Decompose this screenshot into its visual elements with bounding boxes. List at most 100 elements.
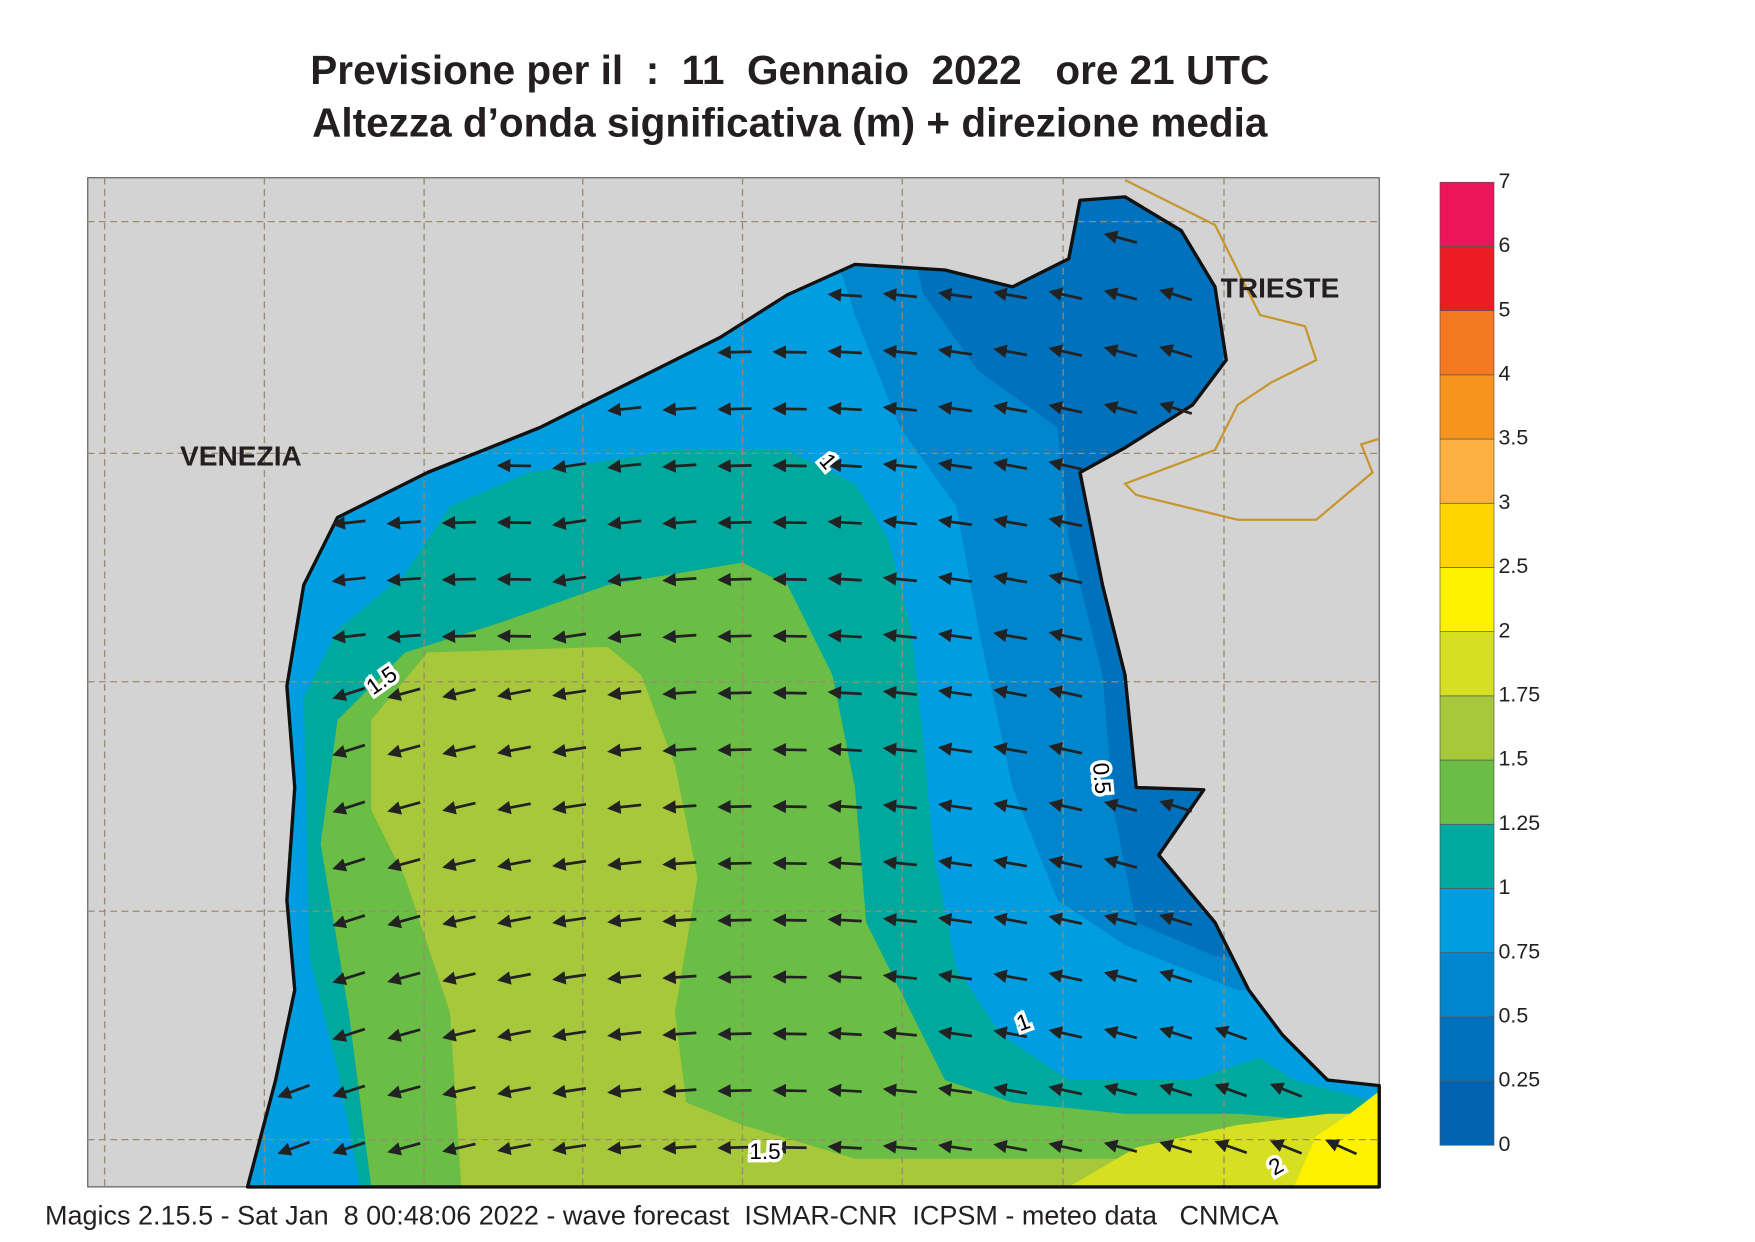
direction-arrow — [1269, 1082, 1303, 1098]
direction-arrow — [1159, 344, 1193, 359]
direction-arrow — [552, 459, 587, 474]
direction-arrow — [386, 572, 421, 587]
direction-arrow — [882, 1026, 917, 1041]
direction-arrow — [497, 744, 531, 758]
direction-arrow — [937, 401, 973, 415]
direction-arrow — [552, 573, 587, 587]
direction-arrow — [1103, 230, 1138, 244]
direction-arrow — [937, 458, 973, 472]
direction-arrow — [442, 1085, 476, 1099]
direction-arrow — [882, 742, 917, 757]
legend-swatch — [1439, 823, 1495, 889]
direction-arrow — [387, 971, 421, 985]
direction-arrow — [607, 402, 642, 417]
direction-arrow — [882, 856, 917, 870]
direction-arrow — [387, 914, 421, 929]
direction-arrow — [552, 914, 587, 928]
direction-arrow — [497, 1141, 531, 1156]
direction-arrow — [332, 800, 366, 815]
direction-arrow — [331, 630, 366, 644]
direction-arrow — [497, 914, 531, 928]
legend-swatch — [1439, 310, 1495, 376]
direction-arrow — [937, 1140, 973, 1154]
direction-arrow — [717, 515, 752, 530]
color-legend: 0 0.25 0.5 0.75 1 1.25 1.5 1.75 2 2.5 3 3.5 4 5 6 7 — [1439, 169, 1541, 1156]
direction-arrow — [442, 687, 476, 701]
direction-arrow — [1048, 287, 1083, 301]
title-line: Altezza d’onda significativa (m) + direz… — [312, 100, 1268, 146]
direction-arrow — [1159, 969, 1193, 983]
direction-arrow — [1048, 969, 1083, 983]
legend-label: 2.5 — [1499, 554, 1529, 578]
legend-label: 1.75 — [1499, 682, 1541, 706]
direction-arrow — [827, 1026, 862, 1041]
direction-arrow — [1103, 287, 1138, 301]
direction-arrow — [882, 913, 917, 927]
direction-arrow — [717, 629, 752, 644]
direction-arrow — [1048, 344, 1083, 358]
direction-arrow — [882, 401, 917, 416]
direction-arrow — [1103, 344, 1138, 358]
legend-swatch — [1439, 374, 1495, 440]
direction-arrow — [717, 345, 752, 359]
direction-arrow — [993, 401, 1028, 415]
direction-arrow — [662, 970, 697, 985]
direction-arrow — [1103, 798, 1138, 812]
direction-arrow — [441, 515, 476, 530]
direction-arrow — [387, 1085, 421, 1099]
direction-arrow — [717, 686, 752, 700]
direction-arrow — [662, 402, 697, 416]
direction-arrow — [1159, 1139, 1193, 1154]
legend-swatch — [1439, 1016, 1495, 1082]
direction-arrow — [993, 344, 1028, 358]
direction-arrow — [1048, 1083, 1083, 1097]
legend-label: 6 — [1499, 233, 1511, 257]
direction-arrow — [1048, 742, 1083, 756]
direction-arrow — [552, 687, 587, 701]
direction-arrow — [827, 345, 862, 359]
direction-arrow — [827, 742, 862, 757]
direction-arrow — [552, 1027, 587, 1042]
direction-arrow — [1103, 1026, 1138, 1040]
direction-arrow — [937, 742, 973, 756]
direction-arrow — [332, 1027, 366, 1042]
wave-height-zone — [371, 646, 1125, 1187]
direction-arrow — [717, 913, 752, 928]
direction-arrow — [387, 744, 421, 758]
direction-arrow — [993, 799, 1028, 813]
direction-arrow — [442, 801, 476, 815]
direction-arrow — [827, 1140, 862, 1154]
direction-arrow — [993, 628, 1028, 642]
legend-swatch — [1439, 1080, 1495, 1146]
direction-arrow — [1048, 685, 1083, 699]
direction-arrow — [717, 572, 752, 587]
direction-arrow — [937, 1026, 973, 1040]
contour-label: 0.5 — [1088, 762, 1116, 795]
legend-swatch — [1439, 695, 1495, 761]
direction-arrow — [882, 628, 917, 643]
direction-arrow — [387, 801, 421, 815]
direction-arrow — [937, 799, 973, 813]
direction-arrow — [1048, 628, 1083, 642]
direction-arrow — [1048, 458, 1083, 472]
direction-arrow — [937, 969, 973, 984]
direction-arrow — [882, 458, 917, 472]
direction-arrow — [717, 1027, 752, 1041]
direction-arrow — [717, 800, 752, 814]
direction-arrow — [827, 913, 862, 927]
legend-label: 0 — [1499, 1132, 1511, 1156]
direction-arrow — [1159, 798, 1193, 813]
legend-swatch — [1439, 502, 1495, 568]
legend-swatch — [1439, 246, 1495, 311]
direction-arrow — [937, 856, 973, 870]
direction-arrow — [552, 1084, 587, 1099]
direction-arrow — [662, 1027, 697, 1041]
direction-arrow — [1159, 912, 1193, 927]
direction-arrow — [717, 970, 752, 984]
direction-arrow — [607, 516, 642, 530]
direction-arrow — [1325, 1139, 1358, 1156]
direction-arrow — [552, 1141, 587, 1155]
direction-arrow — [497, 1084, 531, 1099]
direction-arrow — [827, 458, 862, 473]
direction-arrow — [937, 628, 973, 643]
